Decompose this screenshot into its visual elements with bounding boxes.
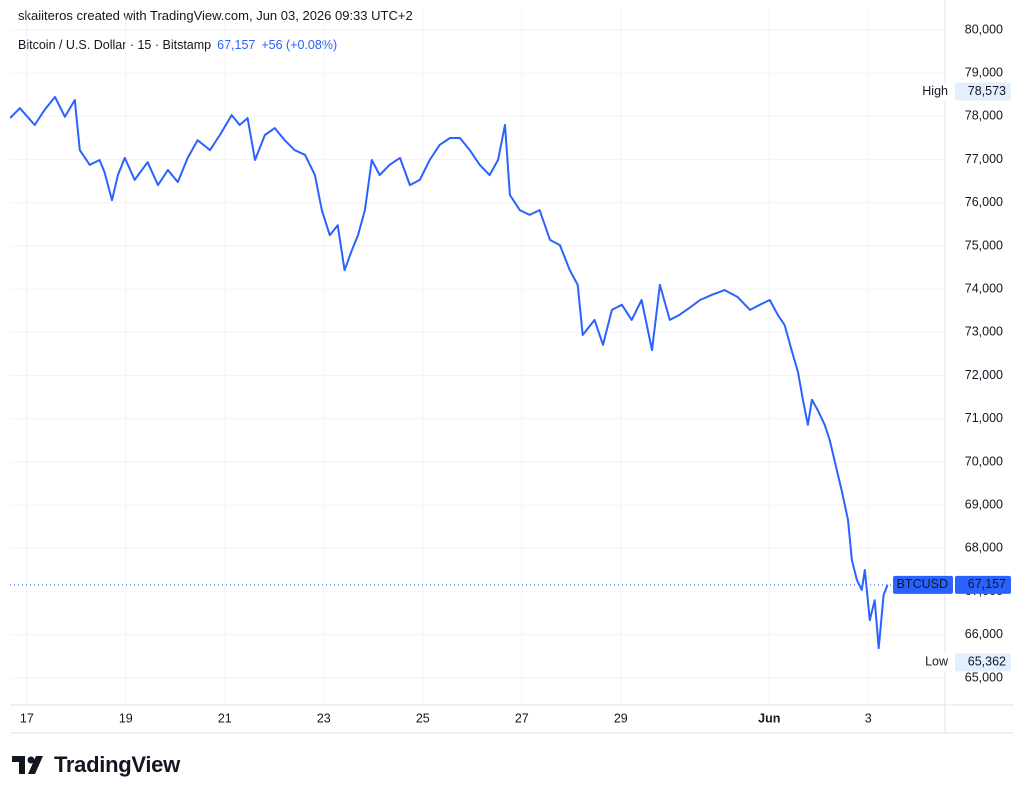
- x-tick-label: 21: [218, 711, 232, 725]
- logo: TradingView: [12, 752, 180, 778]
- low-label-bg: [893, 653, 953, 672]
- y-tick-label: 65,000: [965, 670, 1003, 684]
- y-tick-label: 72,000: [965, 368, 1003, 382]
- x-tick-label: 25: [416, 711, 430, 725]
- high-value: 78,573: [968, 84, 1006, 98]
- x-tick-label: 19: [119, 711, 133, 725]
- axes: 65,00066,00067,00068,00069,00070,00071,0…: [20, 22, 1011, 725]
- y-tick-label: 76,000: [965, 195, 1003, 209]
- y-tick-label: 78,000: [965, 109, 1003, 123]
- low-value: 65,362: [968, 655, 1006, 669]
- chart: 65,00066,00067,00068,00069,00070,00071,0…: [10, 0, 1014, 734]
- y-tick-label: 77,000: [965, 152, 1003, 166]
- x-tick-label: 27: [515, 711, 529, 725]
- high-value-bg: [955, 82, 1011, 101]
- low-label: Low: [925, 655, 949, 669]
- high-label-bg: [893, 82, 953, 101]
- logo-text: TradingView: [54, 752, 180, 777]
- y-tick-label: 75,000: [965, 238, 1003, 252]
- x-tick-label: 23: [317, 711, 331, 725]
- symbol: Bitcoin / U.S. Dollar · 15 · Bitstamp: [18, 38, 212, 52]
- logo-icon: [12, 756, 43, 774]
- y-tick-label: 66,000: [965, 627, 1003, 641]
- price-line: [10, 96, 889, 650]
- legend-price: 67,157: [217, 38, 256, 52]
- y-tick-label: 74,000: [965, 281, 1003, 295]
- last_price-label: BTCUSD: [897, 577, 948, 591]
- last_price-value: 67,157: [968, 577, 1006, 591]
- y-tick-label: 80,000: [965, 22, 1003, 36]
- last_price-label-bg: [893, 575, 953, 594]
- x-tick-label: 3: [865, 711, 872, 725]
- y-tick-label: 70,000: [965, 454, 1003, 468]
- y-tick-label: 73,000: [965, 325, 1003, 339]
- x-tick-label: 29: [614, 711, 628, 725]
- y-tick-label: 68,000: [965, 541, 1003, 555]
- grid: [10, 8, 945, 705]
- y-tick-label: 79,000: [965, 65, 1003, 79]
- x-tick-label: Jun: [758, 711, 780, 725]
- high-label: High: [922, 84, 948, 98]
- last_price-value-bg: [955, 575, 1011, 594]
- legend-change: +56 (+0.08%): [261, 38, 338, 52]
- y-tick-label: 69,000: [965, 497, 1003, 511]
- x-tick-label: 17: [20, 711, 34, 725]
- plot: [10, 96, 945, 650]
- low-value-bg: [955, 653, 1011, 672]
- legend: Bitcoin / U.S. Dollar · 15 · Bitstamp 67…: [18, 38, 337, 52]
- credit: skaiiteros created with TradingView.com,…: [18, 8, 413, 23]
- y-tick-label: 71,000: [965, 411, 1003, 425]
